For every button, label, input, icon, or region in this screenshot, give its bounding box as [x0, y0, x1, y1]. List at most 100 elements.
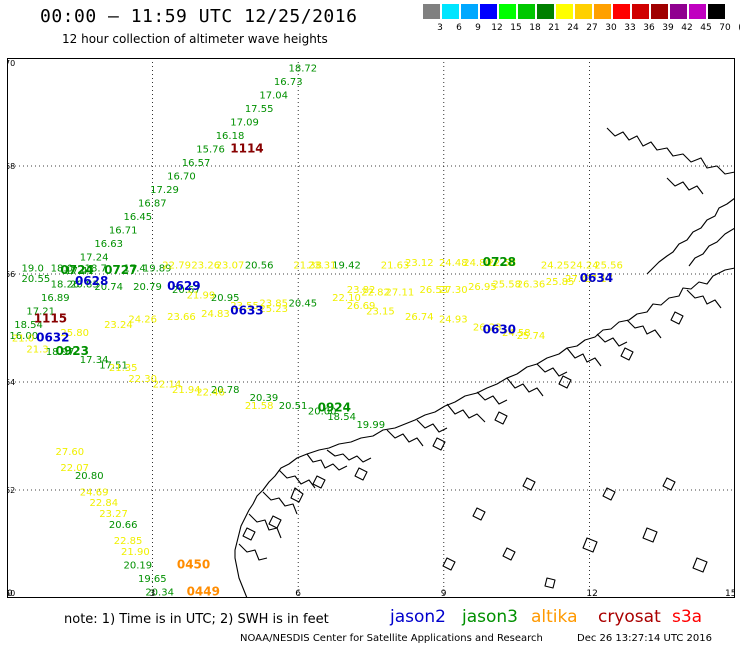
wave-height-value: 27.17: [585, 274, 614, 285]
generated-timestamp: Dec 26 13:27:14 UTC 2016: [577, 633, 712, 644]
wave-height-value: 16.87: [138, 199, 167, 210]
wave-height-value: 18.26: [51, 280, 80, 291]
pass-time-label: 0633: [230, 304, 263, 318]
island-1: [290, 487, 304, 503]
wave-height-value: 24.26: [128, 315, 157, 326]
wave-height-value: 20.67: [172, 285, 201, 296]
wave-height-value: 19.65: [138, 574, 167, 585]
lon-tick-label: 3: [150, 589, 156, 598]
wave-height-value: 20.45: [288, 298, 317, 309]
lake-2: [522, 477, 536, 491]
wave-height-value: 25.74: [517, 331, 546, 342]
pass-time-label: 1115: [34, 312, 67, 326]
wave-height-value: 19.99: [356, 420, 385, 431]
wave-height-value: 15.76: [196, 145, 225, 156]
coast-right-2: [606, 127, 735, 175]
wave-height-value: 27.41: [565, 274, 594, 285]
pass-time-label: 0630: [483, 322, 516, 336]
wave-height-value: 17.24: [80, 253, 109, 264]
wave-height-value: 24.25: [541, 261, 570, 272]
map-title: 00:00 – 11:59 UTC 12/25/2016: [40, 6, 358, 27]
wave-height-value: 23.66: [167, 312, 196, 323]
wave-height-value: 20.51: [279, 401, 308, 412]
fjord-6: [386, 429, 424, 447]
wave-height-value: 22.46: [196, 388, 225, 399]
pass-time-label: 0924: [318, 401, 351, 415]
satellite-legend-altika: altika: [531, 607, 578, 627]
wave-height-value: 22.07: [60, 463, 89, 474]
wave-height-value: 21.94: [172, 385, 201, 396]
wave-height-value: 20.74: [94, 282, 123, 293]
fjord-8: [506, 377, 544, 397]
wave-height-value: 25.80: [60, 328, 89, 339]
wave-height-value: 20.34: [145, 587, 174, 598]
fjord-14: [476, 391, 508, 405]
wave-height-value: 23.15: [366, 307, 395, 318]
wave-height-value: 20.39: [250, 393, 279, 404]
satellite-legend-jason2: jason2: [390, 607, 446, 627]
wave-height-value: 23.12: [405, 258, 434, 269]
coastline: [234, 127, 735, 598]
wave-height-value: 21.0: [12, 334, 34, 345]
coast-upper-right: [646, 197, 735, 275]
legend-swatch: [689, 4, 706, 19]
lon-tick-label: 0: [7, 589, 13, 598]
wave-height-value: 20.19: [123, 560, 152, 571]
credit-line: NOAA/NESDIS Center for Satellite Applica…: [240, 633, 543, 644]
wave-height-value: 25.23: [259, 304, 288, 315]
island-8: [620, 347, 634, 361]
wave-height-value: 23.27: [99, 509, 128, 520]
wave-height-value: 17.41: [65, 266, 94, 277]
wave-height-value: 16.73: [274, 77, 303, 88]
wave-height-value: 25.58: [492, 280, 521, 291]
wave-height-value: 21.99: [187, 290, 216, 301]
fjord-7: [446, 403, 486, 423]
wave-height-value: 20.00: [308, 406, 337, 417]
lake-9: [502, 547, 516, 561]
legend-swatch: [499, 4, 516, 19]
legend-swatch: [461, 4, 478, 19]
pass-time-label: 0629: [167, 279, 200, 293]
legend-swatch: [480, 4, 497, 19]
wave-height-value: 27.30: [439, 285, 468, 296]
wave-height-value: 23.26: [191, 261, 220, 272]
lake-8: [662, 477, 676, 491]
pass-time-label: 0724: [60, 263, 93, 277]
island-2: [268, 515, 282, 529]
legend-tick-label: 45: [700, 23, 712, 33]
wave-height-value: 17.55: [245, 104, 274, 115]
wave-height-value: 18.0: [51, 263, 73, 274]
axis-ticks: 60 62 64 66 68 70 0 3 6 9 12 15: [7, 59, 735, 598]
wave-height-value: 22.85: [114, 536, 143, 547]
satellite-legend-cryosat: cryosat: [598, 607, 661, 627]
wave-height-value: 17.51: [99, 361, 128, 372]
wave-height-value: 22.82: [361, 288, 390, 299]
legend-swatch: [442, 4, 459, 19]
legend-tick-label: 6: [456, 23, 462, 33]
fjord-12: [326, 449, 372, 463]
satellite-legend-s3a: s3a: [672, 607, 703, 627]
wave-height-value: 22.10: [332, 293, 361, 304]
wave-height-value: 20.55: [22, 274, 51, 285]
wave-height-value: 20.78: [211, 385, 240, 396]
legend-tick-label: 15: [510, 23, 522, 33]
wave-height-value: 27.60: [56, 447, 85, 458]
island-7: [558, 375, 572, 389]
legend-swatch: [632, 4, 649, 19]
lat-tick-label: 66: [7, 270, 15, 279]
fjord-2: [278, 469, 316, 489]
fjord-9: [566, 347, 602, 367]
lat-tick-label: 68: [7, 162, 15, 171]
wave-height-value: 17.29: [150, 185, 179, 196]
wave-height-value: 27.11: [386, 288, 415, 299]
legend-tick-label: 42: [681, 23, 693, 33]
legend-tick-label: 30: [605, 23, 617, 33]
wave-height-value: 16.18: [216, 131, 245, 142]
wave-height-value: 23.31: [308, 261, 337, 272]
wave-height-value: 18.7: [85, 263, 107, 274]
wave-height-value: 16.71: [109, 226, 138, 237]
wave-height-value: 16.45: [123, 212, 152, 223]
lake-7: [602, 487, 616, 501]
wave-height-value: 20.66: [109, 520, 138, 531]
map-frame: [7, 58, 735, 598]
